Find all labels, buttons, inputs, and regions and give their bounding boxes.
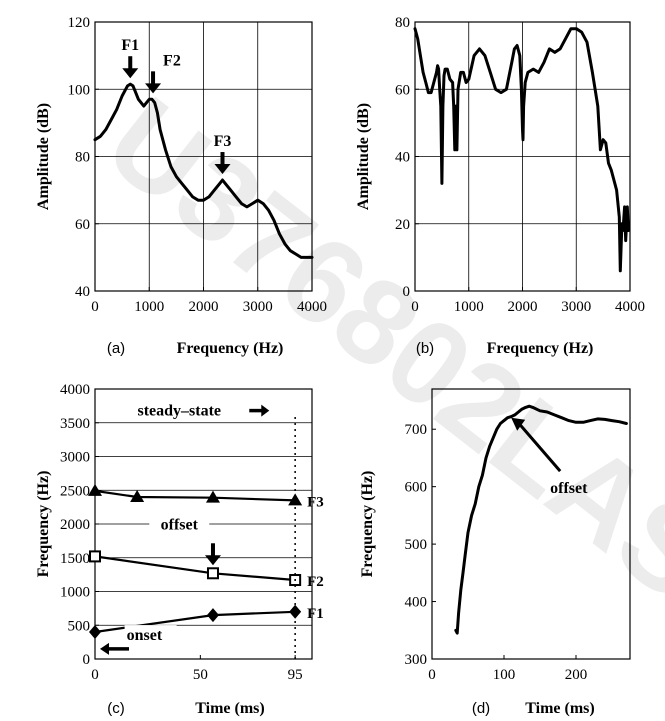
x-axis-label: Time (ms) (525, 700, 594, 717)
onset-label: onset (127, 627, 163, 644)
plot-frame (431, 388, 631, 660)
x-tick-label: 1000 (454, 299, 484, 315)
series-label-f3: F3 (307, 494, 324, 510)
data-point-f3 (130, 490, 145, 502)
y-tick-label: 1000 (60, 585, 90, 601)
panel-caption: (b) (416, 340, 434, 357)
y-tick-label: 4000 (60, 382, 90, 398)
formant-label-f2: F2 (163, 52, 181, 69)
series-line (413, 27, 630, 273)
offset-arrow-shaft (518, 422, 562, 473)
panel-caption: (a) (107, 340, 125, 357)
y-tick-label: 60 (75, 217, 90, 233)
y-axis-label: Frequency (Hz) (359, 471, 376, 578)
y-tick-label: 20 (395, 217, 410, 233)
y-tick-label: 0 (403, 284, 411, 300)
series-line (454, 404, 628, 635)
y-tick-label: 0 (83, 652, 91, 668)
x-tick-label: 4000 (615, 299, 645, 315)
y-tick-label: 2500 (60, 483, 90, 499)
y-axis-label: Amplitude (dB) (355, 103, 372, 210)
formant-label-f1: F1 (121, 37, 139, 54)
panel-caption: (c) (107, 700, 125, 717)
y-tick-label: 1500 (60, 551, 90, 567)
chart-d: 0 100 200 300 400 500 600 700 (d) Time (ms) Freque… (359, 388, 631, 717)
y-tick-label: 40 (395, 150, 410, 166)
y-tick-label: 2000 (60, 517, 90, 533)
data-point-f1 (206, 608, 219, 623)
data-point-f2 (89, 550, 101, 563)
offset-label: offset (550, 480, 588, 497)
y-tick-label: 700 (405, 422, 428, 438)
onset-label-bg (124, 625, 177, 644)
x-axis-label: Time (ms) (195, 700, 264, 717)
data-point-f3 (88, 483, 102, 496)
x-tick-label: 50 (193, 667, 208, 683)
steady-state-arrow-head (261, 404, 270, 417)
formant-label-f3: F3 (214, 133, 232, 150)
y-tick-label: 3000 (60, 450, 90, 466)
data-point-f1 (289, 604, 302, 619)
x-axis-label: Frequency (Hz) (487, 340, 594, 357)
y-tick-label: 500 (68, 618, 91, 634)
x-tick-label: 3000 (561, 299, 591, 315)
panel-caption: (d) (472, 700, 490, 717)
x-tick-label: 200 (565, 667, 588, 683)
series-line-f2 (94, 555, 296, 582)
y-tick-label: 400 (405, 595, 428, 611)
x-tick-label: 0 (428, 667, 436, 683)
y-tick-label: 100 (68, 82, 91, 98)
chart-c: 0 50 95 0 500 1000 1500 2000 2500 3000 3500 4000 (c)… (35, 382, 324, 717)
y-axis-label: Amplitude (dB) (35, 103, 52, 210)
formant-arrow-f1-head (122, 68, 139, 79)
data-point-f1 (89, 625, 101, 639)
x-tick-label: 1000 (134, 299, 164, 315)
x-tick-label: 3000 (243, 299, 273, 315)
y-tick-label: 300 (405, 652, 428, 668)
y-tick-label: 40 (75, 284, 90, 300)
series-line-f3 (94, 489, 296, 502)
offset-arrow-head (511, 417, 526, 431)
y-tick-label: 500 (405, 537, 428, 553)
series-line (93, 82, 314, 259)
offset-arrow-head (204, 555, 221, 566)
formant-arrow-f2-head (145, 83, 162, 94)
onset-arrow-head (100, 642, 109, 655)
y-axis-label: Frequency (Hz) (35, 471, 52, 578)
y-tick-label: 60 (395, 82, 410, 98)
x-tick-label: 0 (91, 299, 99, 315)
x-tick-label: 4000 (297, 299, 327, 315)
x-tick-label: 100 (493, 667, 516, 683)
formant-arrow-f3-head (214, 164, 231, 175)
data-point-f3 (288, 493, 303, 506)
x-tick-label: 0 (91, 667, 99, 683)
y-tick-label: 120 (68, 15, 91, 31)
data-point-f2 (206, 567, 219, 580)
steady-state-label: steady–state (137, 403, 221, 420)
y-tick-label: 80 (75, 150, 90, 166)
offset-label: offset (161, 517, 199, 534)
y-tick-label: 80 (395, 15, 410, 31)
offset-label-bg (149, 514, 210, 535)
y-tick-label: 600 (405, 480, 428, 496)
x-axis-label: Frequency (Hz) (177, 340, 284, 357)
chart-a: 0 1000 2000 3000 4000 40 60 80 100 120 (a) Frequenc… (35, 15, 327, 357)
chart-b: 0 1000 2000 3000 4000 0 20 40 60 80 (b) Frequency (… (355, 15, 645, 357)
series-label-f2: F2 (307, 574, 324, 590)
series-label-f1: F1 (307, 606, 324, 622)
x-tick-label: 95 (288, 667, 303, 683)
data-point-f3 (205, 490, 220, 503)
x-tick-label: 2000 (508, 299, 538, 315)
y-tick-label: 3500 (60, 416, 90, 432)
x-tick-label: 0 (411, 299, 419, 315)
x-tick-label: 2000 (189, 299, 219, 315)
